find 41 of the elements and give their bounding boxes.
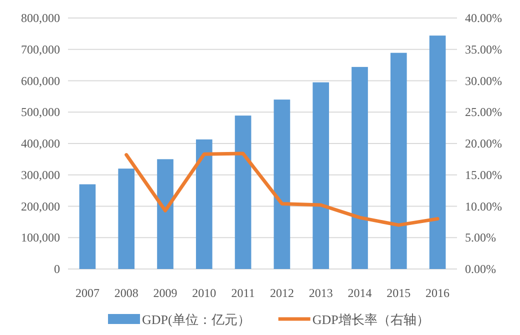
y-tick-label: 600,000 [21, 74, 60, 88]
x-tick-label: 2009 [153, 286, 178, 300]
y-tick-label: 200,000 [21, 199, 60, 214]
y2-tick-label: 35.00% [465, 42, 502, 56]
x-tick-label: 2012 [270, 286, 294, 300]
bar [196, 139, 212, 269]
x-tick-label: 2015 [386, 286, 411, 300]
y2-tick-label: 5.00% [465, 230, 496, 245]
x-tick-label: 2016 [426, 286, 450, 300]
y2-tick-label: 25.00% [465, 105, 502, 120]
bar [79, 184, 96, 269]
y-tick-label: 700,000 [21, 42, 60, 56]
y2-tick-label: 10.00% [465, 199, 502, 214]
y-tick-label: 800,000 [21, 11, 60, 25]
x-tick-label: 2013 [308, 286, 333, 300]
y2-tick-label: 40.00% [465, 11, 502, 25]
y2-tick-label: 30.00% [465, 74, 502, 88]
legend-label: GDP增长率（右轴） [312, 312, 430, 327]
bar [312, 82, 330, 269]
y-tick-label: 400,000 [21, 136, 60, 150]
y-tick-label: 0 [54, 262, 60, 276]
bar [118, 168, 135, 269]
y2-tick-label: 0.00% [465, 262, 496, 276]
y-tick-label: 300,000 [21, 168, 60, 182]
x-tick-label: 2008 [114, 286, 138, 300]
legend-label: GDP(单位：亿元） [142, 312, 250, 327]
bar [274, 100, 290, 269]
x-tick-label: 2010 [192, 286, 216, 300]
bar [234, 116, 252, 269]
x-tick-label: 2011 [231, 286, 255, 300]
bar [352, 66, 368, 269]
bar [429, 36, 446, 269]
y2-tick-label: 15.00% [465, 168, 502, 182]
x-tick-label: 2014 [348, 286, 372, 300]
y2-tick-label: 20.00% [465, 136, 502, 150]
line-series [124, 152, 440, 227]
bar [390, 52, 407, 269]
bar [157, 159, 174, 269]
y-tick-label: 500,000 [21, 105, 60, 120]
x-tick-label: 2007 [75, 286, 100, 300]
y-tick-label: 100,000 [21, 230, 60, 245]
